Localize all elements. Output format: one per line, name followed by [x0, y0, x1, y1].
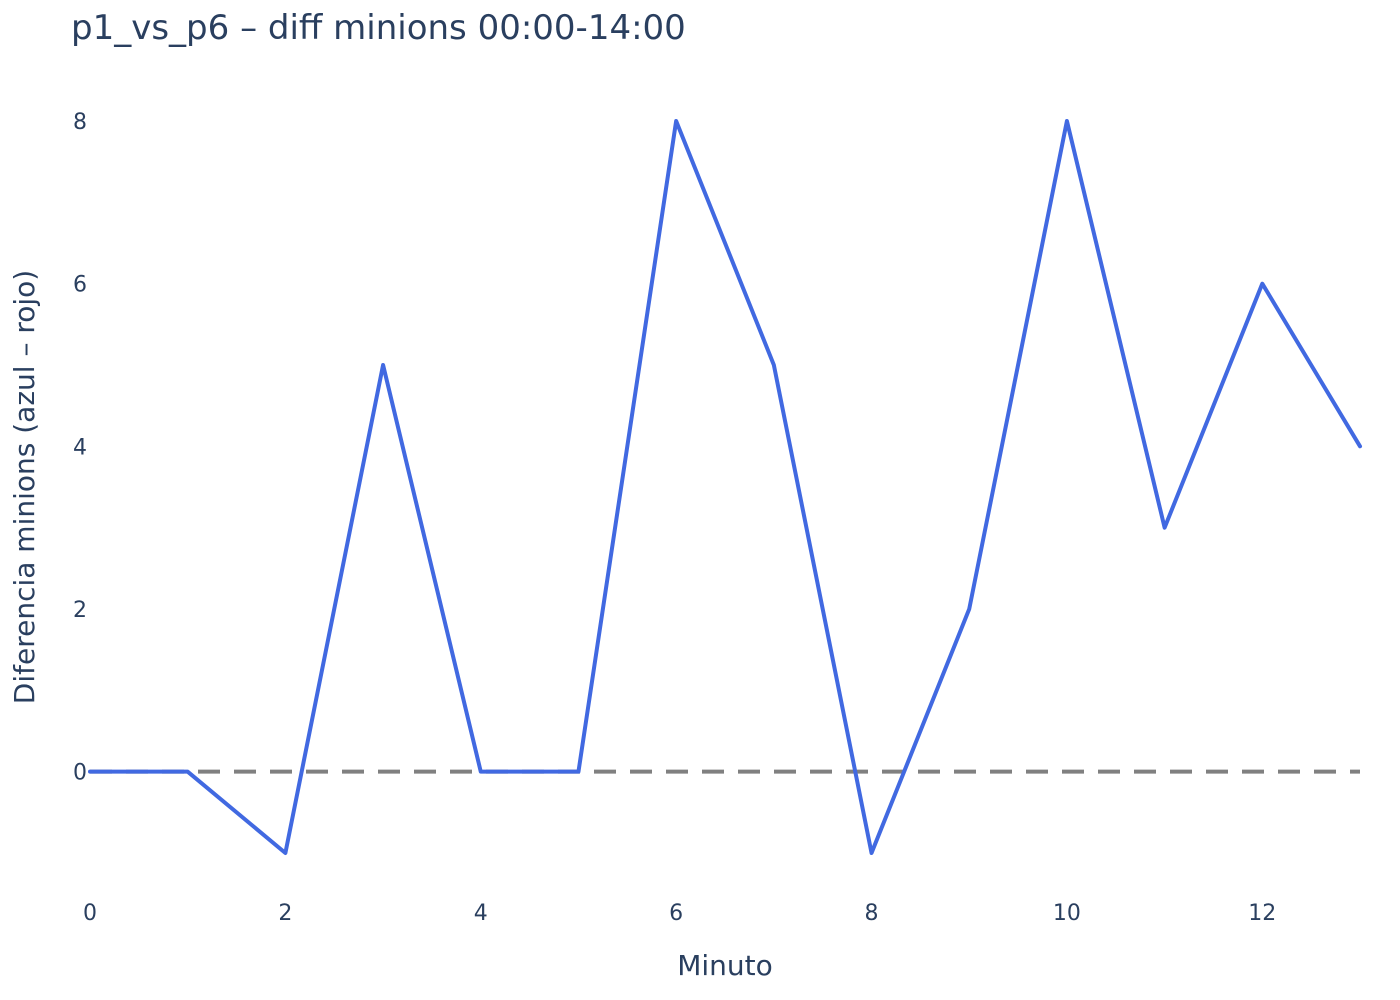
x-tick-label: 10: [1053, 901, 1081, 926]
x-tick-labels: 0 2 4 6 8 10 12: [83, 901, 1276, 926]
series-line: [88, 119, 1362, 855]
x-tick-label: 2: [278, 901, 292, 926]
y-tick-label: 6: [73, 273, 87, 298]
chart-title: p1_vs_p6 – diff minions 00:00-14:00: [71, 8, 686, 48]
series-group: [88, 119, 1362, 855]
x-tick-label: 4: [474, 901, 488, 926]
y-axis-title: Diferencia minions (azul – rojo): [8, 270, 41, 704]
x-tick-label: 12: [1248, 901, 1276, 926]
x-tick-label: 8: [865, 901, 879, 926]
y-tick-label: 4: [73, 435, 87, 460]
y-tick-label: 0: [73, 761, 87, 786]
x-tick-label: 6: [669, 901, 683, 926]
x-tick-label: 0: [83, 901, 97, 926]
y-tick-label: 8: [73, 110, 87, 135]
y-tick-labels: 0 2 4 6 8: [73, 110, 87, 786]
y-tick-label: 2: [73, 598, 87, 623]
x-axis-title: Minuto: [677, 949, 773, 982]
